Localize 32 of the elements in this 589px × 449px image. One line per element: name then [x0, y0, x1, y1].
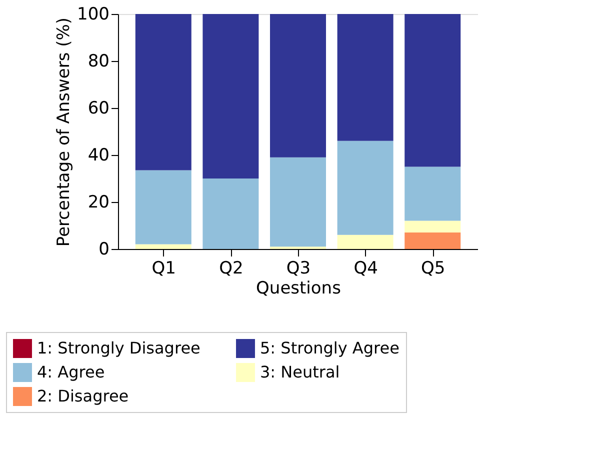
legend-label: 5: Strongly Agree — [260, 338, 400, 358]
bar — [404, 14, 461, 167]
bar — [404, 220, 461, 233]
bar — [202, 14, 259, 178]
bar — [404, 232, 461, 249]
bar — [337, 140, 394, 235]
y-tick-label: 100 — [77, 4, 110, 24]
y-tick-label: 40 — [88, 146, 110, 166]
y-tick-label: 20 — [88, 192, 110, 212]
legend-label: 2: Disagree — [37, 386, 129, 406]
x-tick-label: Q2 — [219, 258, 244, 278]
bar — [337, 234, 394, 249]
bar — [270, 14, 326, 158]
legend-label: 3: Neutral — [260, 362, 340, 382]
y-tick-label: 60 — [88, 98, 110, 118]
legend-label: 1: Strongly Disagree — [37, 338, 200, 358]
bar — [135, 14, 192, 170]
y-tick-label: 0 — [98, 240, 110, 260]
x-tick-label: Q1 — [152, 258, 176, 278]
bar — [135, 244, 192, 249]
x-tick-label: Q3 — [286, 258, 311, 278]
bar — [404, 166, 461, 221]
bar — [135, 170, 192, 244]
x-tick-label: Q4 — [354, 258, 378, 278]
legend-label: 4: Agree — [37, 362, 105, 382]
x-tick-label: Q5 — [421, 258, 446, 278]
bar — [270, 157, 326, 247]
y-axis-title: Percentage of Answers (%) — [54, 17, 74, 247]
y-tick-label: 80 — [88, 52, 110, 72]
x-axis-title: Questions — [256, 278, 342, 298]
bar — [202, 178, 259, 249]
bar — [337, 14, 394, 141]
